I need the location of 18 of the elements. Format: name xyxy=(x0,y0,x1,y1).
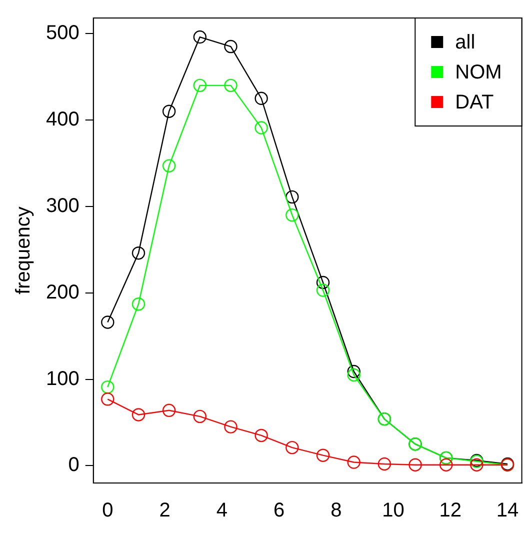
x-tick-label: 0 xyxy=(102,500,114,522)
legend-label: NOM xyxy=(455,62,502,84)
x-tick-label: 14 xyxy=(496,500,519,522)
legend-label: all xyxy=(455,32,476,54)
y-tick-label: 300 xyxy=(46,194,80,217)
x-tick-label: 8 xyxy=(330,500,342,522)
y-tick-label: 500 xyxy=(46,22,80,44)
y-tick-label: 400 xyxy=(46,108,80,131)
legend-label: DAT xyxy=(455,92,494,114)
x-tick-label: 6 xyxy=(273,500,285,522)
x-tick-label: 10 xyxy=(382,500,404,522)
y-tick-label: 100 xyxy=(46,368,80,390)
y-tick-label: 200 xyxy=(46,281,80,304)
y-axis-title: frequency xyxy=(12,206,35,294)
x-tick-label: 4 xyxy=(216,500,228,522)
y-tick-label: 0 xyxy=(68,454,80,476)
x-tick-label: 2 xyxy=(159,500,170,522)
x-tick-label: 12 xyxy=(439,500,462,522)
